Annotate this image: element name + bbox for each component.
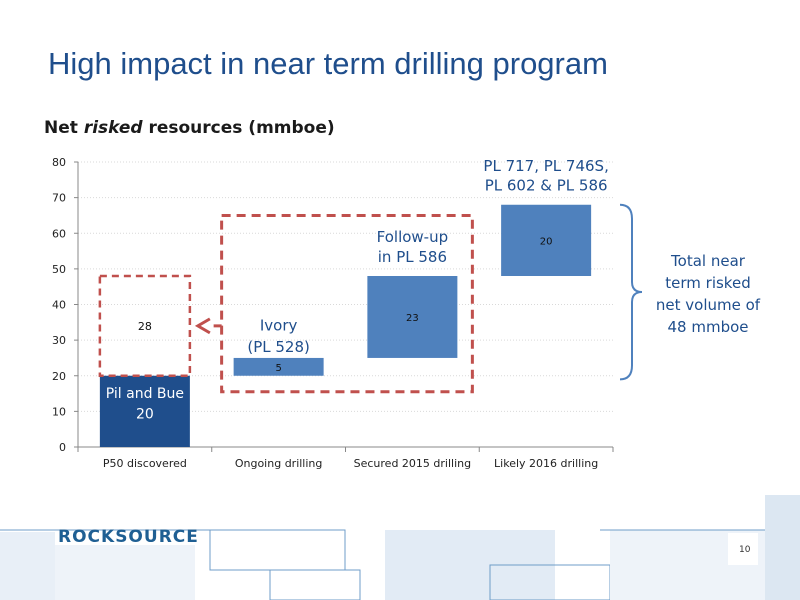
y-tick-label: 70 [52,192,66,205]
page-number: 10 [739,545,751,555]
x-tick-label: Secured 2015 drilling [354,457,471,470]
y-tick-label: 20 [52,370,66,383]
y-tick-label: 50 [52,263,66,276]
annotations: Pil and Bue 20 28 Ivory (PL 528) Follow-up in … [98,157,761,423]
dashed-group-box [220,213,474,394]
x-tick-label: P50 discovered [103,457,187,470]
brand-logo: ROCKSOURCE [58,527,199,547]
dashed-box-value: 28 [138,320,152,333]
total-label-line: net volume of [656,296,761,314]
slide-title: High impact in near term drilling progra… [48,46,608,81]
bar [367,276,458,358]
followup-label-line1: Follow-up [377,228,449,246]
y-tick-label: 0 [59,441,66,454]
y-tick-label: 40 [52,299,66,312]
likely-label-line1: PL 717, PL 746S, [483,157,608,175]
chart-subtitle: Net risked resources (mmboe) [44,118,335,138]
x-tick-label: Likely 2016 drilling [494,457,598,470]
bar [233,357,324,376]
bar-value-label: 23 [406,313,419,324]
dashed-outline-box [98,274,192,377]
bar [99,375,190,447]
total-label-line: 48 mmboe [667,318,748,336]
ivory-label-line2: (PL 528) [247,338,310,356]
ivory-label-line1: Ivory [260,316,298,334]
likely-label-line2: PL 602 & PL 586 [485,177,608,195]
bar [501,204,592,276]
bar-value-label: 20 [136,407,154,423]
y-tick-label: 30 [52,334,66,347]
x-axis: P50 discovered Ongoing drilling Secured 20… [77,446,614,470]
x-tick-label: Ongoing drilling [235,457,323,470]
y-tick-label: 60 [52,227,66,240]
followup-label-line2: in PL 586 [378,248,447,266]
y-axis: 0 10 20 30 40 50 60 70 80 [52,156,79,454]
grid-lines [78,161,613,412]
curly-brace [619,203,643,381]
total-label-line: Total near [670,252,746,270]
y-tick-label: 80 [52,156,66,169]
dashed-arrow-head [194,317,211,335]
y-tick-label: 10 [52,405,66,418]
bar-value-label: 5 [275,363,281,374]
bar-category-label: Pil and Bue [106,386,184,402]
waterfall-chart: 0 10 20 30 40 50 60 70 80 P50 discovered Ongoing … [52,156,761,470]
bars: 5 23 20 [99,204,592,447]
total-label-line: term risked [665,274,750,292]
bar-value-label: 20 [540,236,553,247]
